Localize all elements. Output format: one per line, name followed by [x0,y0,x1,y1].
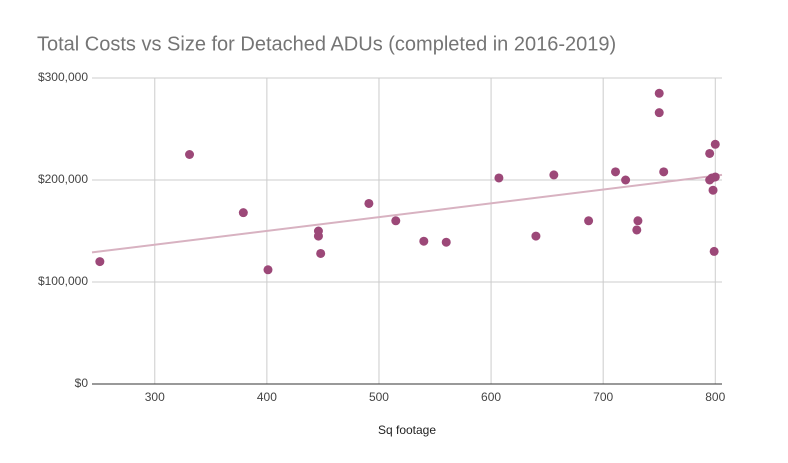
point [710,139,720,149]
point [654,108,664,118]
point [494,173,504,183]
y-tick-label: $300,000 [38,70,88,84]
y-tick-label: $200,000 [38,172,88,186]
point [584,216,594,226]
point [611,167,621,177]
point [632,225,642,235]
point [531,231,541,241]
y-tick-label: $0 [75,376,89,390]
point [316,248,326,258]
x-tick-label: 600 [481,390,501,404]
point [708,185,718,195]
x-axis-title: Sq footage [378,423,436,437]
x-tick-label: 700 [593,390,613,404]
point [621,175,631,185]
x-tick-label: 300 [145,390,165,404]
point [95,257,105,267]
y-tick-label: $100,000 [38,274,88,288]
x-tick-label: 400 [257,390,277,404]
point [549,170,559,180]
trendline [91,173,723,254]
point [313,226,323,236]
point [391,216,401,226]
chart-title: Total Costs vs Size for Detached ADUs (c… [37,33,616,55]
point [185,150,195,159]
point [441,237,451,247]
point [633,216,643,226]
point [709,246,719,256]
point [710,172,720,182]
point [364,198,374,208]
point [238,208,248,218]
point [705,148,715,158]
point [654,88,664,98]
point [263,265,273,275]
x-tick-label: 500 [369,390,389,404]
point [419,236,429,246]
point [659,167,669,177]
x-tick-label: 800 [705,390,725,404]
